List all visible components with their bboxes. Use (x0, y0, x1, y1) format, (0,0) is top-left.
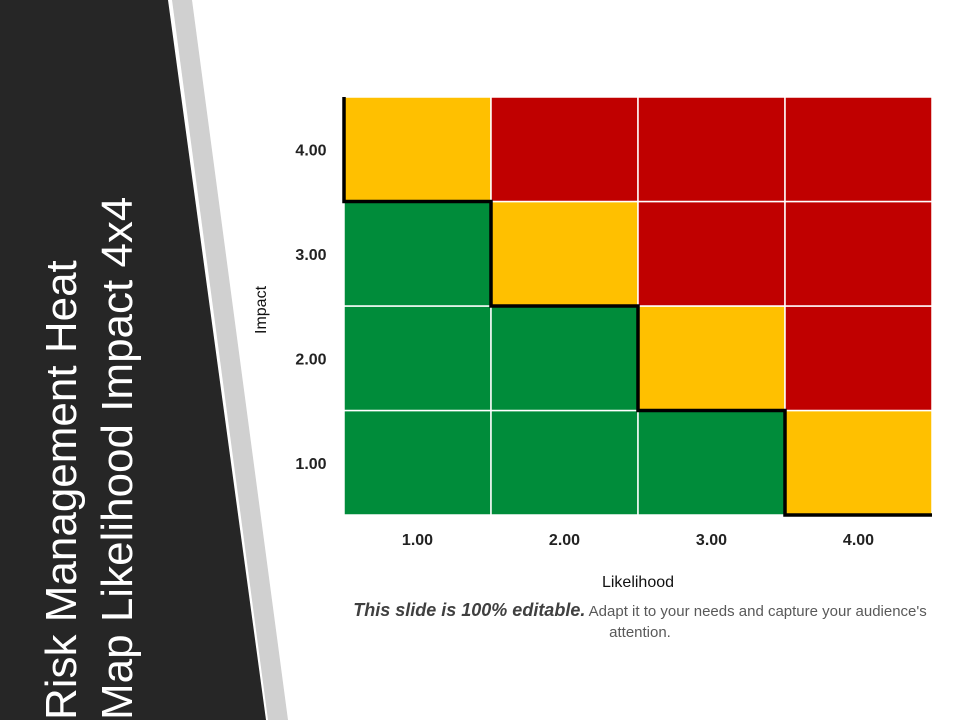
x-axis-label: Likelihood (602, 574, 674, 591)
heatmap-cell-red (784, 200, 933, 307)
side-dark-panel (0, 0, 266, 720)
heatmap-cell-green (343, 200, 492, 307)
caption: This slide is 100% editable. Adapt it to… (340, 600, 940, 643)
heatmap-cell-red (637, 200, 786, 307)
y-tick-label: 3.00 (295, 247, 326, 264)
heatmap-cell-yellow (784, 409, 933, 516)
heatmap-cell-green (343, 409, 492, 516)
heatmap-cell-green (490, 305, 639, 412)
x-tick-label: 2.00 (549, 532, 580, 549)
risk-boundary-line (342, 97, 932, 517)
x-tick-label: 1.00 (402, 532, 433, 549)
heatmap-cell-red (784, 305, 933, 412)
x-tick-label: 3.00 (696, 532, 727, 549)
heatmap-cell-green (637, 409, 786, 516)
heatmap-cell-red (490, 96, 639, 203)
y-tick-labels: 1.00 2.00 3.00 4.00 (295, 142, 326, 473)
y-tick-label: 1.00 (295, 456, 326, 473)
heatmap-cell-yellow (637, 305, 786, 412)
x-tick-label: 4.00 (843, 532, 874, 549)
caption-bold: This slide is 100% editable. (353, 600, 586, 620)
y-tick-label: 2.00 (295, 351, 326, 368)
heatmap-cell-yellow (343, 96, 492, 203)
y-axis-label: Impact (253, 285, 270, 334)
heatmap-cell-red (637, 96, 786, 203)
heatmap-cell-green (490, 409, 639, 516)
heatmap-cell-red (784, 96, 933, 203)
heatmap-cell-green (343, 305, 492, 412)
heatmap-cells (343, 96, 933, 516)
heatmap-cell-yellow (490, 200, 639, 307)
caption-rest: Adapt it to your needs and capture your … (585, 603, 927, 641)
y-tick-label: 4.00 (295, 142, 326, 159)
x-tick-labels: 1.00 2.00 3.00 4.00 (402, 532, 874, 549)
side-stripe (172, 0, 288, 720)
